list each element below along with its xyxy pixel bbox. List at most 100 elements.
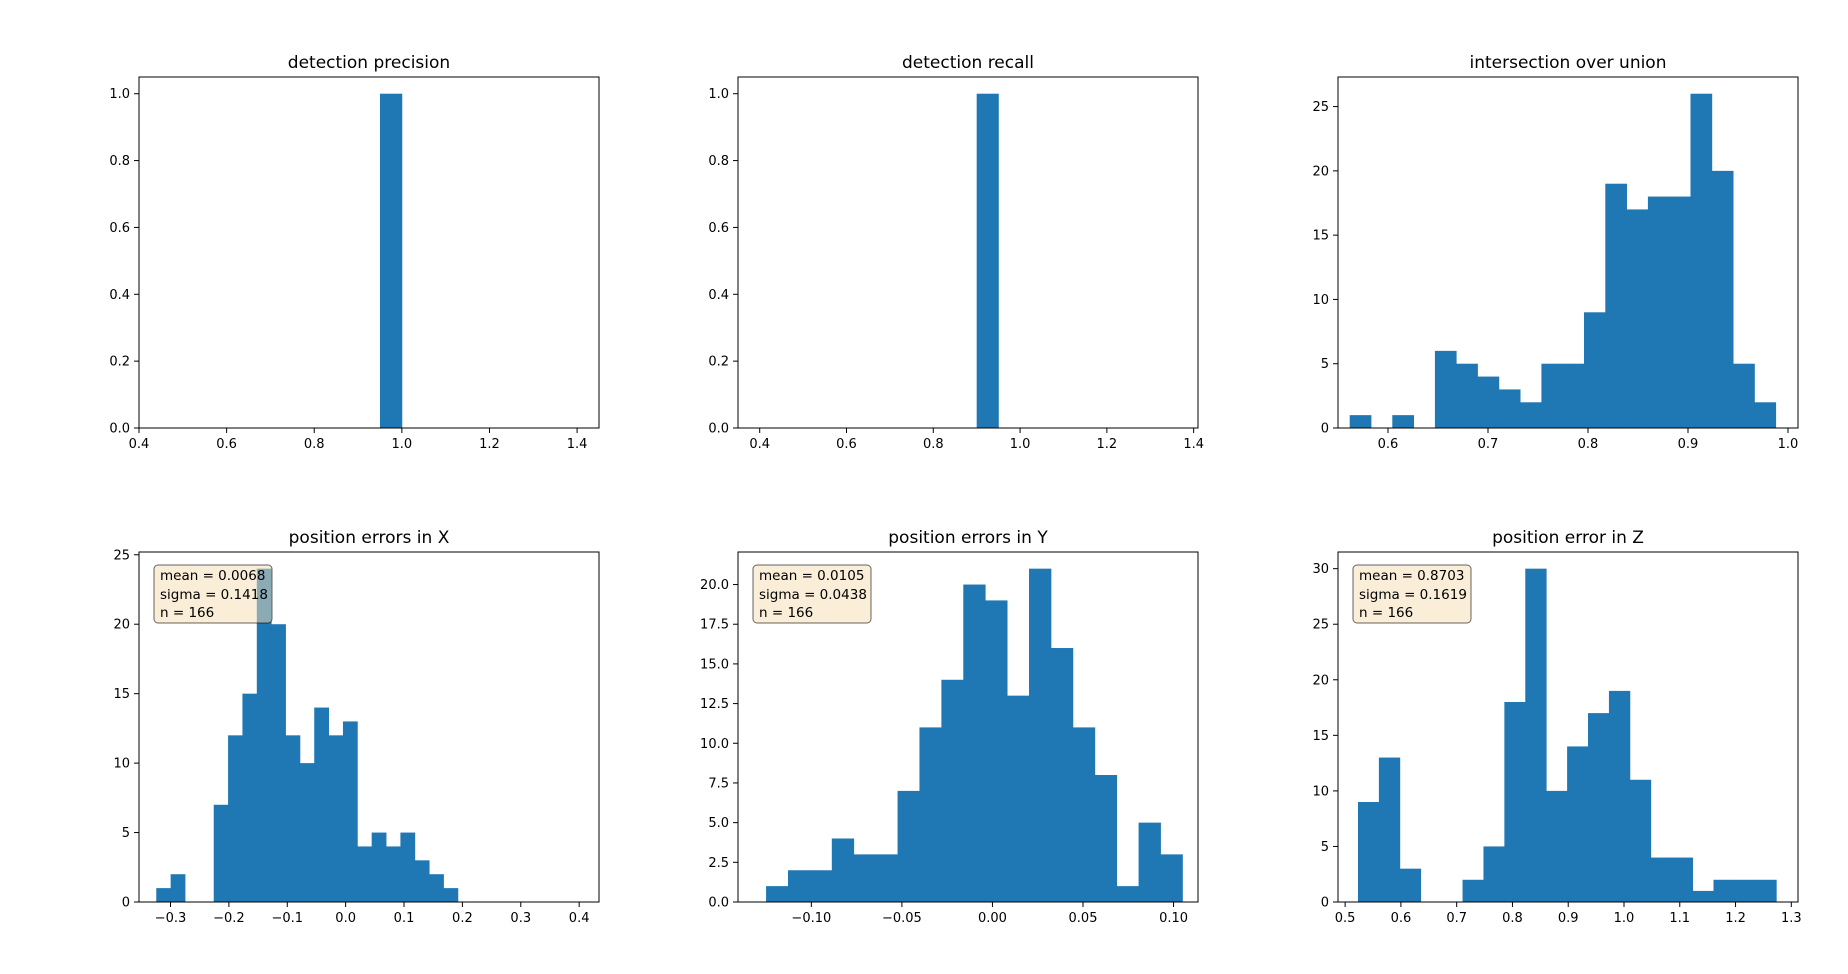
histogram-bar [228, 735, 243, 902]
y-tick-label: 5 [1321, 840, 1329, 855]
histogram-bar [787, 870, 811, 902]
y-tick-label: 25 [1312, 618, 1329, 633]
histogram-bar [371, 832, 387, 902]
x-tick-label: 0.8 [1578, 437, 1599, 452]
histogram-bar [1629, 779, 1652, 902]
y-tick-label: 7.5 [708, 776, 729, 791]
histogram-bar [156, 888, 172, 902]
x-tick-label: 0.9 [1678, 437, 1699, 452]
y-tick-label: 15 [113, 687, 130, 702]
x-tick-label: 0.2 [452, 911, 473, 926]
histogram-bar [170, 874, 186, 902]
histogram-bar [1734, 879, 1756, 902]
y-tick-label: 0 [1321, 422, 1329, 437]
x-tick-label: 0.8 [1502, 911, 1523, 926]
y-tick-label: 5 [1321, 357, 1329, 372]
x-tick-label: 0.3 [510, 911, 531, 926]
panel-title: detection recall [902, 53, 1034, 73]
histogram-bar [985, 600, 1008, 902]
ticks: 0.4 0.6 0.8 1.0 1.2 1.4 0.0 0.2 0.4 0.6 0.8 1.0 [708, 87, 1204, 452]
axes-frame [737, 551, 1199, 903]
histogram-bar [357, 846, 373, 902]
x-tick-label: 1.4 [567, 437, 588, 452]
stats-sigma: sigma = 0.1619 [1359, 587, 1467, 603]
histogram-bar [314, 707, 329, 902]
stats-box: mean = 0.0105 sigma = 0.0438 n = 166 [752, 564, 872, 624]
y-tick-label: 0.0 [708, 422, 729, 437]
histogram-bar [963, 584, 986, 902]
x-tick-label: −0.1 [271, 911, 303, 926]
histogram-bar [1434, 350, 1457, 428]
panel-position-error-z: position error in Z 0.5 0.6 0.7 0.8 0.9 1.0 1.… [1312, 528, 1801, 926]
stats-box-background [1352, 564, 1472, 624]
histogram-bar [242, 693, 258, 902]
x-tick-label: 1.0 [1778, 437, 1799, 452]
stats-box-background [153, 564, 273, 624]
y-tick-label: 10 [1312, 784, 1329, 799]
bars [976, 93, 999, 429]
stats-mean: mean = 0.0068 [160, 568, 265, 584]
x-tick-label: −0.05 [882, 911, 922, 926]
histogram-bar [1072, 727, 1096, 902]
histogram-bar [875, 854, 898, 902]
stats-n: n = 166 [1359, 605, 1413, 621]
histogram-bar [1007, 695, 1030, 902]
panel-detection-precision: detection precision 0.4 0.6 0.8 1.0 1.2 1.40.… [109, 53, 600, 452]
histogram-bar [976, 93, 999, 429]
bars [156, 568, 459, 902]
histogram-bar [271, 624, 286, 902]
histogram-bar [1711, 170, 1734, 429]
histogram-bar [1525, 568, 1547, 902]
histogram-bar [1584, 312, 1606, 428]
histogram-bar [1483, 846, 1505, 902]
ticks: −0.3 −0.2 −0.1 0.0 0.1 0.2 0.3 0.4 0 5 10 15 20 25 [113, 548, 589, 926]
histogram-bar [1541, 363, 1564, 428]
histogram-bar [1733, 363, 1755, 428]
y-tick-label: 0.0 [109, 422, 130, 437]
y-tick-label: 30 [1312, 562, 1329, 577]
y-tick-label: 15 [1312, 229, 1329, 244]
x-tick-label: 1.2 [1097, 437, 1118, 452]
x-tick-label: 0.6 [216, 437, 237, 452]
histogram-bar [1546, 790, 1568, 902]
histogram-bar [1138, 822, 1161, 902]
y-tick-label: 15 [1312, 729, 1329, 744]
panel-title: intersection over union [1469, 53, 1666, 73]
axes-frame [737, 76, 1199, 429]
y-tick-label: 0.0 [708, 896, 729, 911]
histogram-bar [1755, 879, 1777, 902]
histogram-bar [1671, 857, 1693, 902]
panel-title: position errors in Y [888, 528, 1048, 548]
y-tick-label: 17.5 [700, 618, 729, 633]
stats-n: n = 166 [759, 605, 813, 621]
histogram-bar [299, 763, 315, 902]
x-tick-label: −0.10 [791, 911, 831, 926]
x-tick-label: −0.3 [155, 911, 187, 926]
stats-mean: mean = 0.8703 [1359, 568, 1464, 584]
bars [379, 93, 403, 429]
x-tick-label: 0.4 [129, 437, 150, 452]
histogram-bar [1357, 802, 1380, 902]
histogram-bar [379, 93, 403, 429]
y-tick-label: 2.5 [708, 856, 729, 871]
x-tick-label: 0.9 [1558, 911, 1579, 926]
histogram-bar [1349, 415, 1372, 428]
y-tick-label: 0.8 [109, 154, 130, 169]
histogram-bar [443, 888, 459, 902]
x-tick-label: 0.05 [1069, 911, 1098, 926]
stats-box: mean = 0.0068 sigma = 0.1418 n = 166 [153, 564, 273, 624]
histogram-bar [1650, 857, 1673, 902]
y-tick-label: 0.8 [708, 154, 729, 169]
bars [1357, 568, 1777, 902]
histogram-bar [1754, 402, 1777, 428]
histogram-bar [1713, 879, 1735, 902]
histogram-bar [1456, 363, 1478, 428]
histogram-bar [1160, 854, 1183, 902]
histogram-bar [1690, 93, 1713, 429]
ticks: −0.10 −0.05 0.00 0.05 0.10 0.0 2.5 5.0 7.5 10.0 12… [700, 578, 1188, 926]
histogram-bar [1392, 415, 1414, 428]
y-tick-label: 1.0 [708, 87, 729, 102]
x-tick-label: 0.8 [923, 437, 944, 452]
histogram-bar [429, 874, 444, 902]
y-tick-label: 20 [1312, 673, 1329, 688]
